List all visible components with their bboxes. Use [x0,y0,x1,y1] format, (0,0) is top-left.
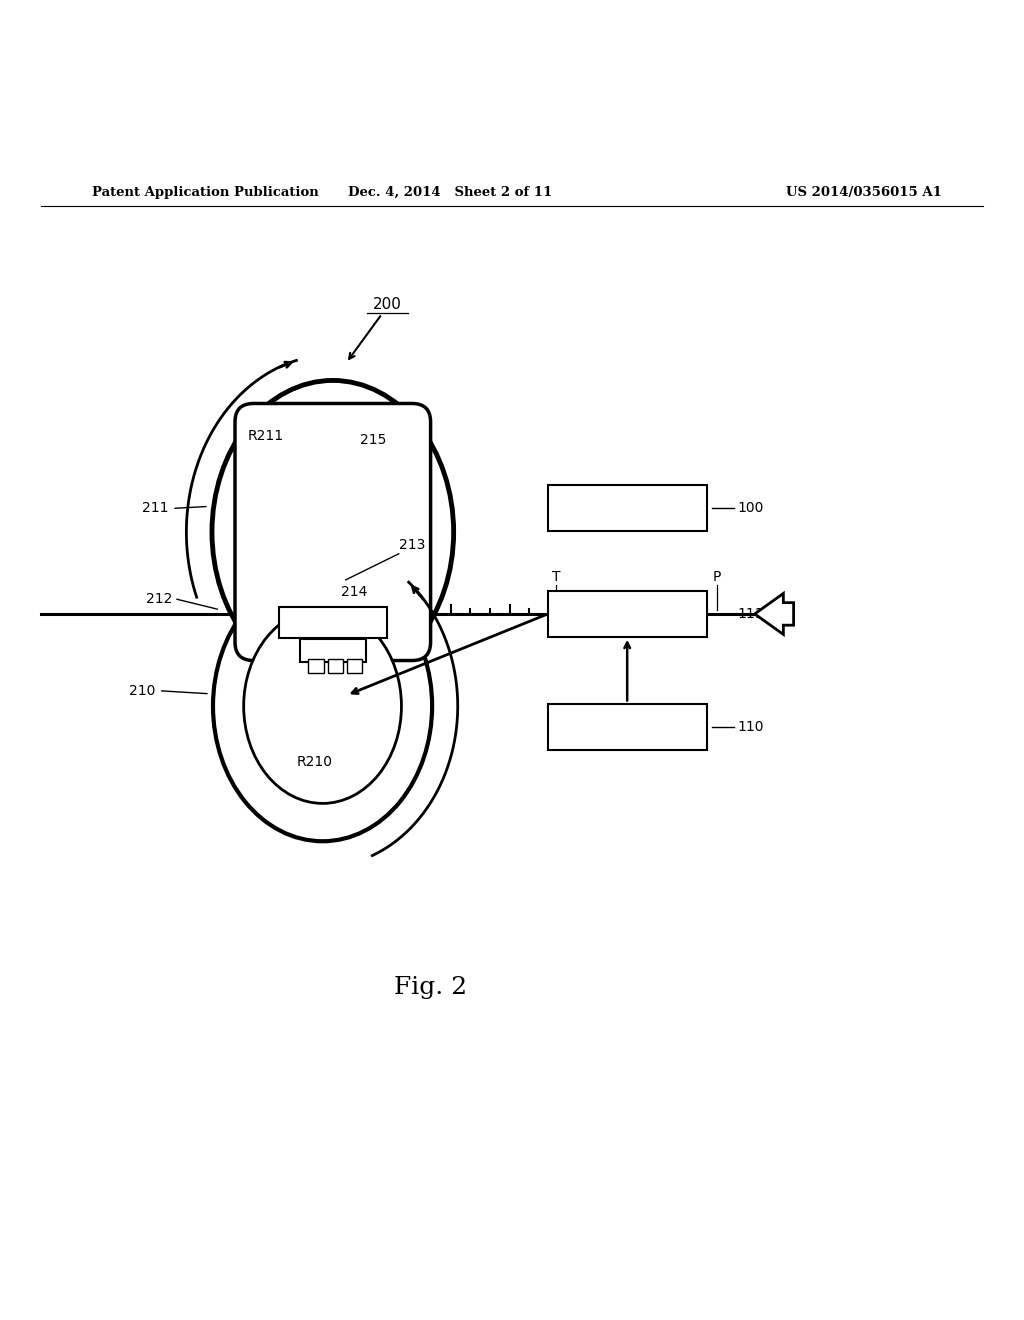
Text: Dec. 4, 2014   Sheet 2 of 11: Dec. 4, 2014 Sheet 2 of 11 [348,186,553,198]
Text: 214: 214 [341,585,368,598]
Text: T: T [552,570,560,585]
Bar [347,660,362,673]
Text: R210: R210 [297,755,333,768]
Text: 111: 111 [737,607,764,620]
Bar [548,704,707,750]
Ellipse shape [212,380,454,684]
FancyBboxPatch shape [236,404,430,660]
Text: 100: 100 [737,502,764,515]
Bar [279,607,387,638]
Text: N: N [321,631,331,645]
Ellipse shape [213,572,432,841]
Text: MTR: MTR [608,606,646,622]
Text: 212: 212 [145,591,172,606]
Text: R211: R211 [248,429,284,444]
Bar [548,486,707,532]
Text: 215: 215 [360,433,387,447]
Text: 211: 211 [142,502,169,515]
Text: US 2014/0356015 A1: US 2014/0356015 A1 [786,186,942,198]
Text: CNTRLR: CNTRLR [594,719,660,734]
Bar [299,639,367,661]
Bar [308,660,324,673]
Text: 200: 200 [373,297,401,312]
Text: Fig. 2: Fig. 2 [393,977,467,999]
Text: TEMP. CNTRLR: TEMP. CNTRLR [577,502,678,515]
FancyArrow shape [755,594,794,635]
Bar [328,660,343,673]
Ellipse shape [244,609,401,804]
Text: 110: 110 [737,719,764,734]
Text: Patent Application Publication: Patent Application Publication [92,186,318,198]
Text: P: P [713,570,721,585]
Text: 213: 213 [399,539,426,553]
Bar [548,591,707,638]
Text: 210: 210 [129,684,156,698]
